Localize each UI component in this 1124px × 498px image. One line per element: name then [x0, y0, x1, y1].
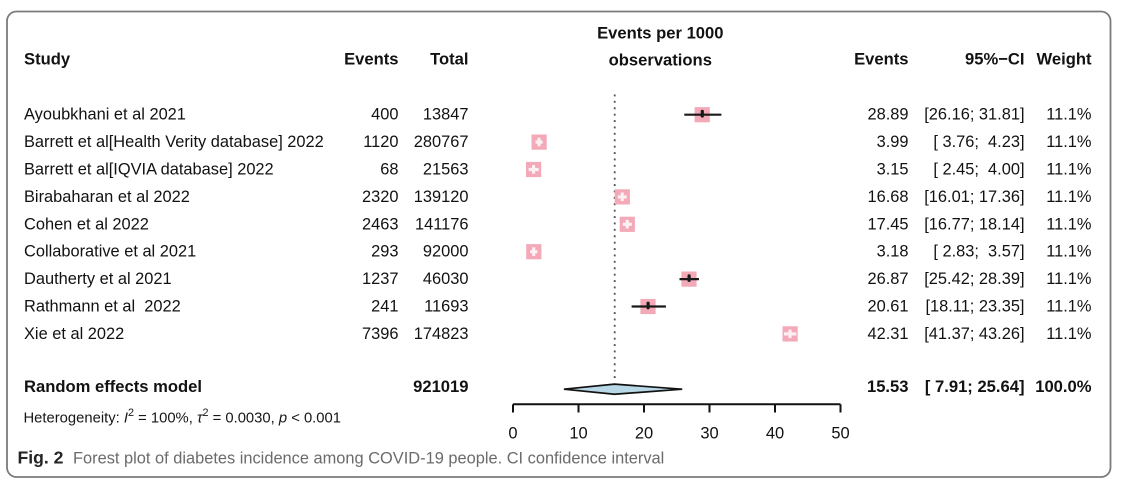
svg-text:280767: 280767	[414, 133, 469, 151]
svg-text:20: 20	[635, 425, 653, 443]
svg-text:[16.01; 17.36]: [16.01; 17.36]	[924, 188, 1024, 206]
svg-text:[ 2.45; 4.00]: [ 2.45; 4.00]	[933, 161, 1024, 179]
svg-text:Dautherty et al 2021: Dautherty et al 2021	[24, 270, 172, 288]
svg-text:Events: Events	[854, 50, 908, 69]
svg-text:95%−CI: 95%−CI	[965, 50, 1025, 69]
svg-text:293: 293	[371, 243, 398, 261]
svg-text:11.1%: 11.1%	[1046, 161, 1091, 179]
svg-text:Cohen et al 2022: Cohen et al 2022	[24, 215, 149, 233]
svg-text:174823: 174823	[414, 325, 469, 343]
svg-text:Heterogeneity: I2 = 100%, τ2 =: Heterogeneity: I2 = 100%, τ2 = 0.0030, p…	[24, 407, 341, 426]
svg-text:[25.42; 28.39]: [25.42; 28.39]	[924, 270, 1024, 288]
svg-text:30: 30	[700, 425, 718, 443]
svg-text:Rathmann et al 2022: Rathmann et al 2022	[24, 298, 181, 316]
svg-text:11693: 11693	[424, 298, 468, 316]
svg-text:11.1%: 11.1%	[1046, 243, 1091, 261]
svg-text:3.18: 3.18	[877, 243, 909, 261]
svg-text:68: 68	[380, 161, 398, 179]
svg-text:2320: 2320	[362, 188, 398, 206]
svg-text:20.61: 20.61	[867, 298, 908, 316]
svg-text:Barrett et al[Health Verity da: Barrett et al[Health Verity database] 20…	[24, 133, 324, 151]
svg-text:[ 2.83; 3.57]: [ 2.83; 3.57]	[933, 243, 1024, 261]
svg-text:[18.11; 23.35]: [18.11; 23.35]	[925, 298, 1024, 316]
svg-text:3.15: 3.15	[877, 161, 909, 179]
svg-text:Forest plot of diabetes incide: Forest plot of diabetes incidence among …	[73, 450, 664, 468]
svg-text:Events per 1000: Events per 1000	[597, 23, 723, 42]
svg-text:921019: 921019	[413, 377, 468, 396]
svg-text:141176: 141176	[415, 215, 468, 233]
svg-text:16.68: 16.68	[867, 188, 908, 206]
svg-text:11.1%: 11.1%	[1046, 215, 1091, 233]
svg-text:0: 0	[508, 425, 517, 443]
svg-text:10: 10	[569, 425, 587, 443]
svg-text:observations: observations	[609, 51, 712, 70]
svg-text:11.1%: 11.1%	[1046, 188, 1091, 206]
svg-text:Xie et al 2022: Xie et al 2022	[24, 325, 124, 343]
svg-text:46030: 46030	[423, 270, 469, 288]
svg-text:92000: 92000	[423, 243, 469, 261]
svg-text:Total: Total	[430, 50, 468, 69]
svg-text:Ayoubkhani et al 2021: Ayoubkhani et al 2021	[24, 106, 186, 124]
svg-text:15.53: 15.53	[867, 377, 909, 396]
svg-text:Collaborative et al 2021: Collaborative et al 2021	[24, 243, 196, 261]
svg-text:7396: 7396	[362, 325, 398, 343]
svg-text:139120: 139120	[414, 188, 469, 206]
svg-text:100.0%: 100.0%	[1035, 377, 1092, 396]
svg-text:Events: Events	[344, 50, 398, 69]
svg-text:Birabaharan et al 2022: Birabaharan et al 2022	[24, 188, 190, 206]
svg-text:11.1%: 11.1%	[1046, 133, 1091, 151]
svg-text:Barrett et al[IQVIA database]: Barrett et al[IQVIA database] 2022	[24, 161, 274, 179]
svg-text:[26.16; 31.81]: [26.16; 31.81]	[924, 106, 1024, 124]
svg-text:11.1%: 11.1%	[1046, 298, 1091, 316]
svg-text:Study: Study	[24, 50, 71, 69]
svg-text:11.1%: 11.1%	[1046, 270, 1091, 288]
svg-text:Weight: Weight	[1037, 50, 1092, 69]
svg-text:26.87: 26.87	[867, 270, 908, 288]
svg-text:3.99: 3.99	[877, 133, 909, 151]
svg-text:241: 241	[371, 298, 398, 316]
svg-text:42.31: 42.31	[867, 325, 908, 343]
svg-text:40: 40	[766, 425, 784, 443]
svg-text:1237: 1237	[362, 270, 398, 288]
svg-text:13847: 13847	[423, 106, 469, 124]
svg-text:Random effects model: Random effects model	[24, 377, 202, 396]
svg-text:[16.77; 18.14]: [16.77; 18.14]	[924, 215, 1024, 233]
svg-text:11.1%: 11.1%	[1046, 106, 1091, 124]
svg-text:17.45: 17.45	[867, 215, 908, 233]
svg-text:50: 50	[831, 425, 849, 443]
svg-text:1120: 1120	[363, 133, 398, 151]
svg-text:[41.37; 43.26]: [41.37; 43.26]	[924, 325, 1024, 343]
svg-text:2463: 2463	[362, 215, 398, 233]
svg-text:[ 3.76; 4.23]: [ 3.76; 4.23]	[933, 133, 1024, 151]
svg-text:[ 7.91; 25.64]: [ 7.91; 25.64]	[925, 377, 1025, 396]
svg-text:Fig. 2: Fig. 2	[18, 448, 64, 468]
svg-text:400: 400	[371, 106, 398, 124]
svg-text:11.1%: 11.1%	[1046, 325, 1091, 343]
svg-text:21563: 21563	[423, 161, 469, 179]
svg-text:28.89: 28.89	[867, 106, 908, 124]
